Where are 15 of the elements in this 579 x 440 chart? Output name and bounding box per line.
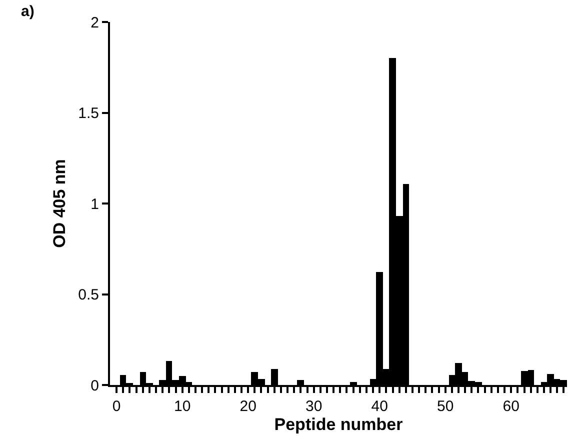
y-tick-label: 0.5	[78, 286, 99, 304]
x-tick-label: 10	[174, 398, 191, 415]
x-tick-label: 30	[305, 398, 322, 415]
y-tick-label: 2	[90, 14, 99, 32]
y-tick-label: 1.5	[78, 105, 99, 122]
x-tick-label: 0	[112, 398, 121, 415]
x-tick-label: 20	[240, 398, 256, 415]
y-tick-label: 1	[90, 196, 99, 213]
x-tick-label: 50	[437, 398, 454, 415]
text: a)	[21, 3, 34, 20]
y-axis-title: OD 405 nm	[50, 159, 70, 248]
x-tick-label: 60	[502, 398, 520, 415]
x-axis-title: Peptide number	[274, 415, 404, 434]
y-tick-label: 0	[90, 377, 99, 394]
x-tick-label: 40	[371, 398, 388, 415]
